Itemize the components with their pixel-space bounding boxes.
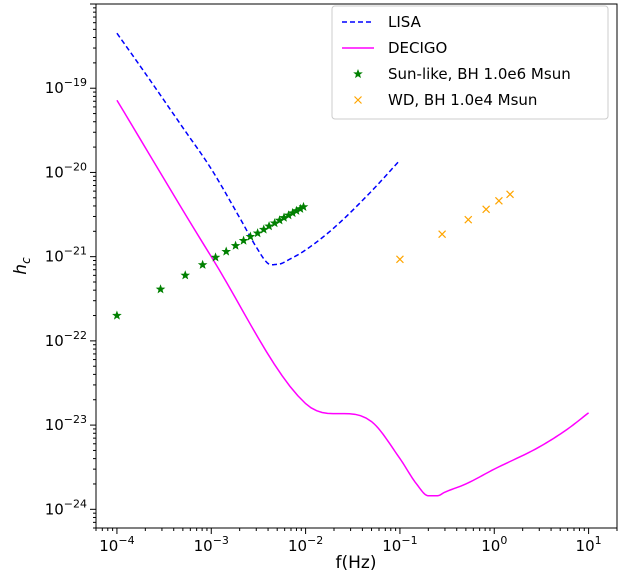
y-axis: 10−24 10−23 10−22 10−21 10−20 10−19 [45, 3, 96, 529]
legend-label-wd-bh-1-0e4-msun: WD, BH 1.0e4 Msun [388, 91, 537, 109]
data-point-wd-bh-1-0e4-msun [494, 196, 503, 205]
x-tick-label: 100 [481, 534, 507, 555]
data-point-sun-like-bh-1-0e6-msun [264, 221, 274, 231]
legend-swatch-wd-bh-1-0e4-msun [354, 96, 362, 104]
x-axis: 10−4 10−3 10−2 10−1 100 101 [95, 528, 618, 555]
legend-box [331, 5, 609, 120]
legend: LISA DECIGO Sun-like, BH 1.0e6 Msun WD, BH … [331, 5, 609, 120]
y-tick-label: 10−23 [45, 413, 87, 434]
data-point-wd-bh-1-0e4-msun [438, 230, 447, 239]
y-tick-label: 10−21 [45, 245, 87, 266]
y-axis-label: hc [11, 257, 33, 275]
data-point-sun-like-bh-1-0e6-msun [298, 201, 309, 211]
x-tick-label: 10−1 [382, 534, 417, 555]
x-tick-label: 10−2 [288, 534, 323, 555]
plot-clip-group [112, 32, 590, 497]
legend-label-sun-like-bh-1-0e6-msun: Sun-like, BH 1.0e6 Msun [388, 65, 571, 83]
data-point-wd-bh-1-0e4-msun [464, 215, 473, 224]
data-point-wd-bh-1-0e4-msun [506, 190, 514, 199]
data-point-sun-like-bh-1-0e6-msun [180, 270, 191, 280]
x-tick-label: 10−4 [99, 534, 134, 555]
x-tick-label: 10−3 [194, 534, 229, 555]
data-point-sun-like-bh-1-0e6-msun [230, 240, 241, 250]
y-tick-label: 10−19 [45, 76, 87, 97]
x-tick-label: 101 [576, 534, 602, 555]
data-point-sun-like-bh-1-0e6-msun [210, 252, 221, 262]
data-point-sun-like-bh-1-0e6-msun [238, 235, 249, 245]
series-line-lisa [116, 32, 401, 266]
x-axis-label: f(Hz) [336, 553, 377, 573]
y-tick-label: 10−24 [45, 497, 87, 518]
y-tick-label: 10−20 [45, 160, 87, 181]
series-line-decigo [116, 99, 590, 497]
plot-frame [95, 3, 618, 529]
legend-label-lisa: LISA [388, 13, 422, 31]
data-point-sun-like-bh-1-0e6-msun [245, 231, 256, 241]
y-tick-label: 10−22 [45, 329, 87, 350]
data-point-sun-like-bh-1-0e6-msun [197, 259, 208, 269]
legend-swatch-sun-like-bh-1-0e6-msun [353, 68, 363, 79]
y-axis-label-main: h [11, 264, 31, 275]
data-point-wd-bh-1-0e4-msun [482, 205, 491, 214]
legend-label-decigo: DECIGO [388, 39, 447, 57]
data-point-sun-like-bh-1-0e6-msun [252, 228, 263, 238]
data-point-sun-like-bh-1-0e6-msun [155, 284, 166, 294]
data-point-wd-bh-1-0e4-msun [396, 255, 404, 264]
data-point-sun-like-bh-1-0e6-msun [221, 246, 232, 256]
y-axis-label-subscript: c [19, 257, 33, 264]
data-point-sun-like-bh-1-0e6-msun [112, 310, 122, 320]
